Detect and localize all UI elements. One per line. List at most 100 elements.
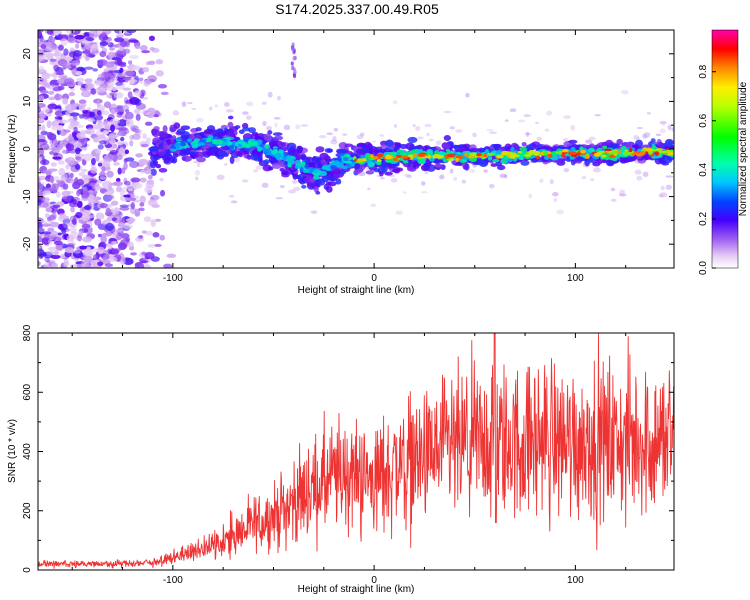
spectrogram-noise-blob <box>159 234 166 241</box>
spectrogram-faint-blob <box>216 174 225 180</box>
spectrogram-noise-blob <box>109 75 119 81</box>
spectrogram-noise-blob <box>99 170 106 179</box>
spectrogram-core-blob <box>471 157 477 162</box>
spectrogram-noise-blob <box>38 56 46 62</box>
spectrogram-noise-blob <box>80 260 90 268</box>
spectrogram-core-blob <box>301 161 306 167</box>
spectrogram-band-blob <box>521 141 527 147</box>
spectrogram-faint-blob <box>292 73 297 79</box>
spectrogram-noise-blob <box>144 121 153 126</box>
spectrogram-peak-blob <box>593 152 601 157</box>
spectrogram-band-blob <box>216 128 224 133</box>
spectrogram-faint-blob <box>290 46 295 52</box>
spectrogram-band-blob <box>592 161 601 167</box>
spectrogram-band-blob <box>286 142 297 151</box>
spectrogram-peak-blob <box>508 152 517 157</box>
spectrogram-noise-blob <box>47 246 59 251</box>
spectrogram-faint-blob <box>504 119 509 122</box>
spectrogram-noise-blob <box>107 51 116 58</box>
spectrogram-noise-blob <box>85 246 91 251</box>
spectrogram-faint-blob <box>253 168 259 173</box>
spectrogram-core-blob <box>341 166 348 170</box>
spectrogram-noise-blob <box>150 194 160 201</box>
spectrogram-noise-blob <box>90 47 100 56</box>
spectrogram-peak-blob <box>417 153 426 158</box>
spectrogram-noise-blob <box>123 162 128 170</box>
spectrogram-band-blob <box>279 167 285 172</box>
spectrogram-band-blob <box>296 145 303 154</box>
spectrogram-noise-blob <box>38 103 46 108</box>
spectrogram-noise-blob <box>49 151 55 155</box>
spectrogram-noise-blob <box>47 90 55 95</box>
spectrogram-peak-blob <box>611 150 619 155</box>
spectrogram-noise-blob <box>97 246 105 255</box>
spectrogram-noise-blob <box>85 50 91 58</box>
spectrogram-noise-blob <box>59 128 67 137</box>
spectrogram-faint-blob <box>489 131 497 134</box>
spectrogram-noise-blob <box>38 261 41 267</box>
spectrogram-faint-blob <box>658 194 664 198</box>
spectrogram-faint-blob <box>261 182 269 188</box>
spectrogram-faint-blob <box>486 129 494 132</box>
spectrogram-band-blob <box>218 150 228 158</box>
spectrogram-noise-blob <box>53 250 59 255</box>
spectrogram-core-blob <box>170 144 176 150</box>
snr-x-tick-label: 100 <box>567 575 584 586</box>
spectrogram-peak-blob <box>435 154 443 159</box>
spectrogram-noise-blob <box>115 34 124 39</box>
spectrogram-core-blob <box>176 137 181 141</box>
spectrogram-faint-blob <box>633 134 640 140</box>
spectrogram-core-blob <box>446 148 451 153</box>
spectrogram-faint-blob <box>549 179 554 185</box>
spectrogram-noise-blob <box>40 44 47 50</box>
spectrogram-noise-blob <box>53 240 63 246</box>
spectrogram-band-blob <box>525 144 534 152</box>
spectrogram-peak-blob <box>517 150 522 154</box>
spectrogram-core-blob <box>495 150 503 155</box>
spectrogram-noise-blob <box>44 233 50 239</box>
spectrogram-core-blob <box>518 156 525 161</box>
spectrogram-noise-blob <box>65 156 76 165</box>
spectrogram-noise-blob <box>152 232 160 238</box>
snr-y-axis-label: SNR (10 * v/v) <box>7 419 18 483</box>
spectrogram-noise-blob <box>105 93 111 98</box>
spectrogram-noise-blob <box>130 194 136 198</box>
spectrogram-noise-blob <box>114 207 120 214</box>
spectrogram-y-axis-label: Frequency (Hz) <box>7 115 18 184</box>
spectrogram-noise-blob <box>83 255 93 262</box>
spectrogram-noise-blob <box>139 45 148 51</box>
spectrogram-noise-blob <box>69 112 80 117</box>
spectrogram-noise-blob <box>126 30 137 34</box>
snr-x-axis-label: Height of straight line (km) <box>298 584 415 595</box>
spectrogram-noise-blob <box>148 60 156 65</box>
spectrogram-noise-blob <box>43 262 50 268</box>
spectrogram-noise-blob <box>110 103 117 108</box>
spectrogram-noise-blob <box>76 77 85 82</box>
spectrogram-noise-blob <box>56 143 64 150</box>
spectrogram-noise-blob <box>82 209 90 217</box>
spectrogram-noise-blob <box>82 236 93 243</box>
spectrogram-noise-blob <box>113 92 124 99</box>
spectrogram-noise-blob <box>95 153 100 162</box>
spectrogram-noise-blob <box>75 156 81 160</box>
spectrogram-noise-blob <box>163 263 173 268</box>
spectrogram-band-blob <box>227 121 234 129</box>
spectrogram-noise-blob <box>105 207 111 214</box>
colorbar-tick-label: 0.4 <box>698 162 709 176</box>
spectrogram-faint-blob <box>225 109 234 113</box>
spectrogram-band-blob <box>301 184 307 189</box>
spectrogram-band-blob <box>229 156 235 164</box>
spectrogram-noise-blob <box>145 181 155 189</box>
spectrogram-noise-blob <box>116 111 124 116</box>
spectrogram-band-blob <box>162 125 168 133</box>
spectrogram-band-blob <box>255 136 263 141</box>
spectrogram-band-blob <box>313 186 319 193</box>
spectrogram-faint-blob <box>242 111 249 115</box>
spectrogram-faint-blob <box>342 133 348 136</box>
spectrogram-noise-blob <box>64 246 74 254</box>
spectrogram-band-blob <box>327 181 337 187</box>
snr-ticks: -100 0 100 0 200 400 600 800 <box>22 324 674 586</box>
spectrogram-noise-blob <box>38 65 45 71</box>
spectrogram-noise-blob <box>56 124 64 131</box>
